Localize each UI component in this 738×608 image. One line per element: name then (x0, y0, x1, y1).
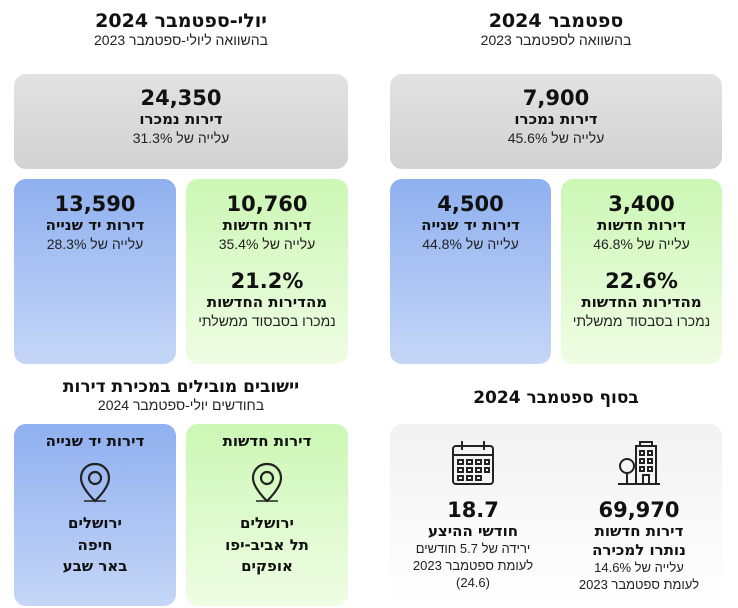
left-subtitle: בהשוואה ליולי-ספטמבר 2023 (94, 32, 268, 48)
end-of-month-card: 69,970 דירות חדשות נותרו למכירה עלייה של… (390, 424, 722, 606)
map-pin-icon (78, 461, 112, 507)
leaders-second-label: דירות יד שנייה (45, 432, 145, 450)
leaders-second-city-1: ירושלים (68, 513, 122, 532)
right-new-card: 3,400 דירות חדשות עלייה של 46.8% 22.6% מ… (561, 179, 722, 364)
leaders-second-city-2: חיפה (77, 535, 113, 554)
left-subsidy-label: מהדירות החדשות (206, 293, 328, 312)
inventory-block: 69,970 דירות חדשות נותרו למכירה עלייה של… (556, 438, 722, 593)
left-total-label: דירות נמכרו (139, 110, 223, 129)
leaders-new-label: דירות חדשות (222, 432, 312, 450)
calendar-icon (448, 438, 498, 488)
map-pin-icon (250, 461, 284, 507)
left-second-label: דירות יד שנייה (45, 216, 145, 235)
months-supply-value: 18.7 (447, 498, 499, 522)
right-second-card: 4,500 דירות יד שנייה עלייה של 44.8% (390, 179, 551, 364)
left-total-card: 24,350 דירות נמכרו עלייה של 31.3% (14, 74, 348, 169)
left-new-label: דירות חדשות (222, 216, 312, 235)
right-total-label: דירות נמכרו (514, 110, 598, 129)
building-icon (614, 438, 664, 488)
left-total-value: 24,350 (140, 86, 222, 110)
right-subsidy-value: 22.6% (605, 269, 678, 294)
right-subsidy-label: מהדירות החדשות (581, 293, 702, 312)
inventory-label-2: נותרו למכירה (592, 540, 686, 559)
right-total-card: 7,900 דירות נמכרו עלייה של 45.6% (390, 74, 722, 169)
inventory-compare: לעומת ספטמבר 2023 (578, 576, 700, 592)
left-title: יולי-ספטמבר 2024 (95, 10, 267, 32)
left-second-card: 13,590 דירות יד שנייה עלייה של 28.3% (14, 179, 176, 364)
right-second-change: עלייה של 44.8% (422, 235, 519, 252)
right-new-change: עלייה של 46.8% (593, 235, 690, 252)
leaders-subtitle: בחודשים יולי-ספטמבר 2024 (97, 397, 265, 413)
left-new-card: 10,760 דירות חדשות עלייה של 35.4% 21.2% … (186, 179, 348, 364)
months-supply-previous: (24.6) (456, 574, 490, 590)
leaders-new-city-1: ירושלים (240, 513, 294, 532)
leaders-new-card: דירות חדשות ירושלים תל אביב-יפו אופקים (186, 424, 348, 606)
right-total-change: עלייה של 45.6% (507, 129, 605, 146)
left-second-change: עלייה של 28.3% (46, 235, 144, 252)
months-supply-label: חודשי ההיצע (427, 522, 519, 541)
inventory-change: עלייה של 14.6% (594, 559, 684, 575)
inventory-label-1: דירות חדשות (594, 522, 684, 541)
right-subtitle: בהשוואה לספטמבר 2023 (480, 32, 632, 48)
right-second-label: דירות יד שנייה (421, 216, 520, 235)
left-new-change: עלייה של 35.4% (218, 235, 316, 252)
right-new-value: 3,400 (608, 192, 675, 216)
months-supply-block: 18.7 חודשי ההיצע ירידה של 5.7 חודשים לעו… (390, 438, 556, 592)
right-title: ספטמבר 2024 (488, 10, 624, 32)
left-header: יולי-ספטמבר 2024 בהשוואה ליולי-ספטמבר 20… (14, 10, 348, 48)
leaders-second-card: דירות יד שנייה ירושלים חיפה באר שבע (14, 424, 176, 606)
right-header: ספטמבר 2024 בהשוואה לספטמבר 2023 (390, 10, 722, 48)
months-supply-compare: לעומת ספטמבר 2023 (412, 557, 534, 573)
inventory-value: 69,970 (598, 498, 680, 522)
left-total-change: עלייה של 31.3% (132, 129, 230, 146)
months-supply-change: ירידה של 5.7 חודשים (415, 540, 531, 556)
leaders-new-city-3: אופקים (241, 557, 293, 576)
left-subsidy-value: 21.2% (230, 269, 304, 294)
left-second-value: 13,590 (54, 192, 136, 216)
leaders-new-city-2: תל אביב-יפו (225, 535, 309, 554)
leaders-second-city-3: באר שבע (62, 557, 128, 576)
end-of-month-header: בסוף ספטמבר 2024 (390, 388, 722, 408)
right-total-value: 7,900 (522, 86, 590, 110)
left-subsidy-note: נמכרו בסבסוד ממשלתי (198, 312, 336, 329)
right-second-value: 4,500 (437, 192, 504, 216)
right-subsidy-note: נמכרו בסבסוד ממשלתי (572, 312, 711, 329)
leaders-header: יישובים מובילים במכירת דירות בחודשים יול… (14, 377, 348, 413)
right-new-label: דירות חדשות (597, 216, 686, 235)
leaders-title: יישובים מובילים במכירת דירות (62, 377, 300, 397)
end-of-month-title: בסוף ספטמבר 2024 (473, 388, 639, 408)
left-new-value: 10,760 (226, 192, 308, 216)
